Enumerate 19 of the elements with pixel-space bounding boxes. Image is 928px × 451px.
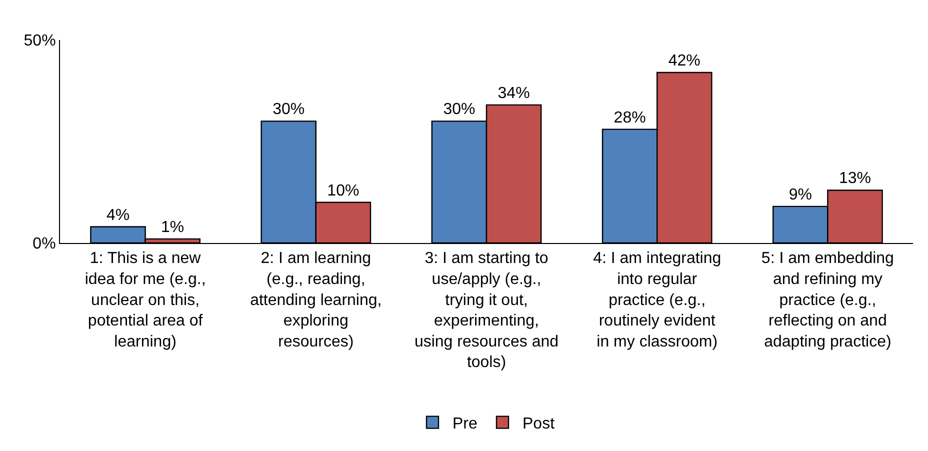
x-tick-label: 5: I am embedding and refining my practice (e.g., reflecting on and adapting practice)	[761, 250, 894, 350]
x-tick-label: 3: I am starting to use/apply (e.g., trying it out, experimenting, using resources and tools)	[414, 250, 559, 372]
y-tick-label: 50%	[24, 32, 56, 50]
legend-label: Pre	[452, 416, 478, 433]
y-tick-label: 0%	[32, 236, 56, 253]
data-label: 10%	[327, 182, 360, 200]
data-label: 28%	[614, 109, 646, 126]
data-label: 30%	[443, 101, 476, 118]
x-tick-label: 4: I am integrating into regular practice (e.g., routinely evident in my classroom)	[593, 250, 722, 350]
legend-label: Post	[522, 416, 556, 433]
x-tick-label: 1: This is a new idea for me (e.g., unclear on this, potential area of learning)	[84, 250, 206, 350]
x-tick-label: 2: I am learning (e.g., reading, attending learning, exploring resources)	[250, 250, 382, 350]
data-label: 30%	[272, 101, 305, 118]
data-label: 34%	[498, 84, 530, 102]
data-label: 9%	[788, 186, 812, 204]
data-label: 42%	[668, 52, 700, 70]
data-label: 13%	[838, 170, 872, 188]
data-label: 1%	[161, 218, 184, 236]
data-label: 4%	[106, 206, 130, 224]
